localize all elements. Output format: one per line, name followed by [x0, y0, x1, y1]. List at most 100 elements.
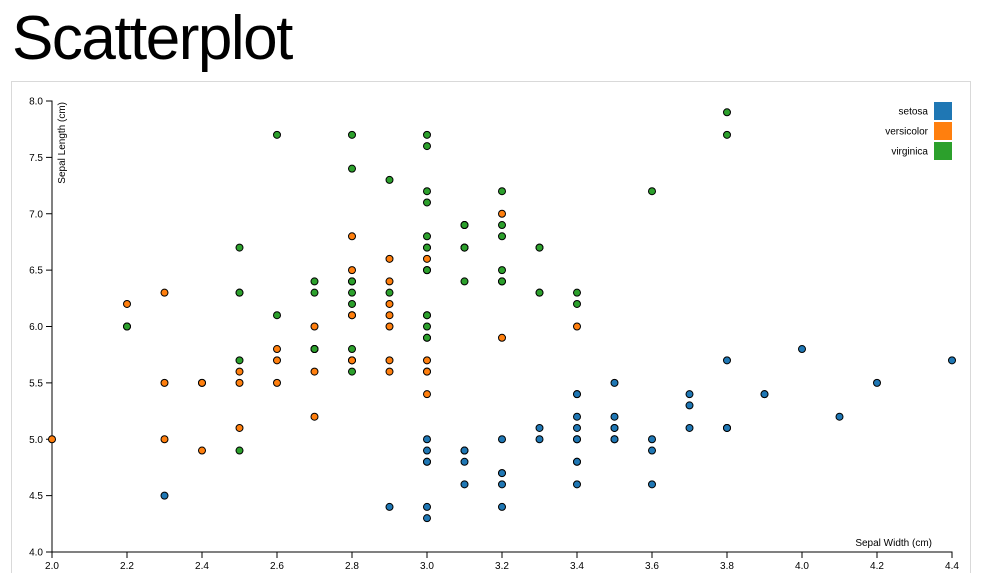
data-point-setosa — [423, 502, 431, 511]
data-point-versicolor — [273, 356, 281, 365]
data-point-versicolor — [273, 378, 281, 387]
data-point-versicolor — [310, 412, 319, 421]
data-point-virginica — [310, 277, 319, 286]
data-point-virginica — [348, 288, 356, 297]
data-point-virginica — [273, 311, 281, 320]
data-point-setosa — [573, 412, 581, 421]
data-point-virginica — [310, 288, 319, 297]
data-point-virginica — [460, 277, 469, 286]
data-point-virginica — [535, 243, 544, 252]
data-point-setosa — [573, 390, 581, 399]
data-point-virginica — [235, 243, 244, 252]
data-point-virginica — [460, 243, 469, 252]
data-point-versicolor — [160, 378, 169, 387]
y-tick-label: 5.0 — [29, 435, 43, 446]
data-point-setosa — [423, 514, 431, 523]
data-point-virginica — [348, 299, 356, 308]
data-point-virginica — [460, 221, 469, 230]
data-point-virginica — [123, 322, 131, 331]
data-point-versicolor — [123, 299, 131, 308]
data-point-virginica — [310, 345, 319, 354]
legend: setosa versicolor virginica — [885, 102, 952, 160]
data-point-setosa — [798, 345, 806, 354]
data-point-virginica — [535, 288, 544, 297]
data-point-versicolor — [498, 333, 506, 342]
data-point-versicolor — [423, 367, 431, 376]
data-point-virginica — [273, 130, 281, 139]
data-point-versicolor — [385, 254, 394, 263]
data-point-setosa — [573, 435, 581, 444]
data-point-setosa — [423, 457, 431, 466]
y-tick-label: 6.0 — [29, 322, 43, 333]
data-point-virginica — [385, 175, 394, 184]
data-point-versicolor — [385, 367, 394, 376]
data-point-virginica — [235, 288, 244, 297]
scatterplot-chart: 2.0 2.2 2.4 2.6 2.8 3.0 3.2 3.4 3.6 3.8 4.0 4.2 4.4 4… — [29, 97, 959, 573]
data-point-versicolor — [273, 345, 281, 354]
data-point-virginica — [423, 266, 431, 275]
data-point-versicolor — [348, 311, 356, 320]
data-point-setosa — [573, 480, 581, 489]
axes: 2.0 2.2 2.4 2.6 2.8 3.0 3.2 3.4 3.6 3.8 4.0 4.2 4.4 4… — [29, 97, 959, 573]
data-point-virginica — [573, 299, 581, 308]
data-point-versicolor — [423, 356, 431, 365]
x-tick-label: 2.2 — [120, 561, 134, 572]
y-axis-label: Sepal Length (cm) — [57, 102, 68, 184]
data-point-setosa — [460, 446, 469, 455]
data-point-virginica — [423, 130, 431, 139]
legend-swatch-setosa — [934, 102, 952, 120]
x-tick-label: 2.8 — [345, 561, 359, 572]
data-point-versicolor — [160, 288, 169, 297]
x-tick-label: 4.4 — [945, 561, 959, 572]
data-point-virginica — [498, 277, 506, 286]
data-point-versicolor — [498, 209, 506, 218]
data-point-setosa — [498, 502, 506, 511]
legend-swatch-versicolor — [934, 122, 952, 140]
data-point-setosa — [573, 423, 581, 432]
x-tick-label: 3.6 — [645, 561, 659, 572]
data-point-versicolor — [385, 299, 394, 308]
data-point-virginica — [423, 333, 431, 342]
data-point-setosa — [498, 469, 506, 478]
data-point-virginica — [423, 187, 431, 196]
data-point-versicolor — [348, 266, 356, 275]
data-point-virginica — [348, 367, 356, 376]
data-point-versicolor — [310, 367, 319, 376]
data-point-virginica — [498, 187, 506, 196]
data-point-virginica — [498, 232, 506, 241]
data-point-setosa — [535, 423, 544, 432]
x-tick-label: 3.8 — [720, 561, 734, 572]
data-point-setosa — [610, 412, 619, 421]
data-point-virginica — [723, 108, 731, 117]
data-point-versicolor — [348, 356, 356, 365]
data-point-virginica — [348, 164, 356, 173]
data-point-versicolor — [235, 423, 244, 432]
legend-label-setosa: setosa — [899, 107, 929, 118]
data-point-virginica — [423, 232, 431, 241]
data-point-versicolor — [235, 378, 244, 387]
data-point-setosa — [760, 390, 769, 399]
data-point-virginica — [723, 130, 731, 139]
x-tick-label: 2.6 — [270, 561, 284, 572]
data-point-virginica — [498, 221, 506, 230]
x-tick-label: 3.4 — [570, 561, 584, 572]
data-point-setosa — [573, 457, 581, 466]
data-point-virginica — [235, 446, 244, 455]
y-tick-label: 4.0 — [29, 548, 43, 559]
data-point-setosa — [648, 435, 656, 444]
x-tick-label: 4.2 — [870, 561, 884, 572]
data-point-setosa — [948, 356, 956, 365]
data-point-versicolor — [385, 311, 394, 320]
x-tick-label: 4.0 — [795, 561, 809, 572]
x-axis-label: Sepal Width (cm) — [855, 538, 932, 549]
y-tick-label: 8.0 — [29, 97, 43, 108]
data-point-setosa — [685, 401, 694, 410]
data-point-versicolor — [160, 435, 169, 444]
data-point-versicolor — [385, 356, 394, 365]
data-point-virginica — [423, 311, 431, 320]
data-points — [48, 108, 956, 523]
y-tick-label: 7.5 — [29, 153, 43, 164]
data-point-virginica — [648, 187, 656, 196]
x-tick-label: 2.4 — [195, 561, 209, 572]
data-point-virginica — [348, 277, 356, 286]
